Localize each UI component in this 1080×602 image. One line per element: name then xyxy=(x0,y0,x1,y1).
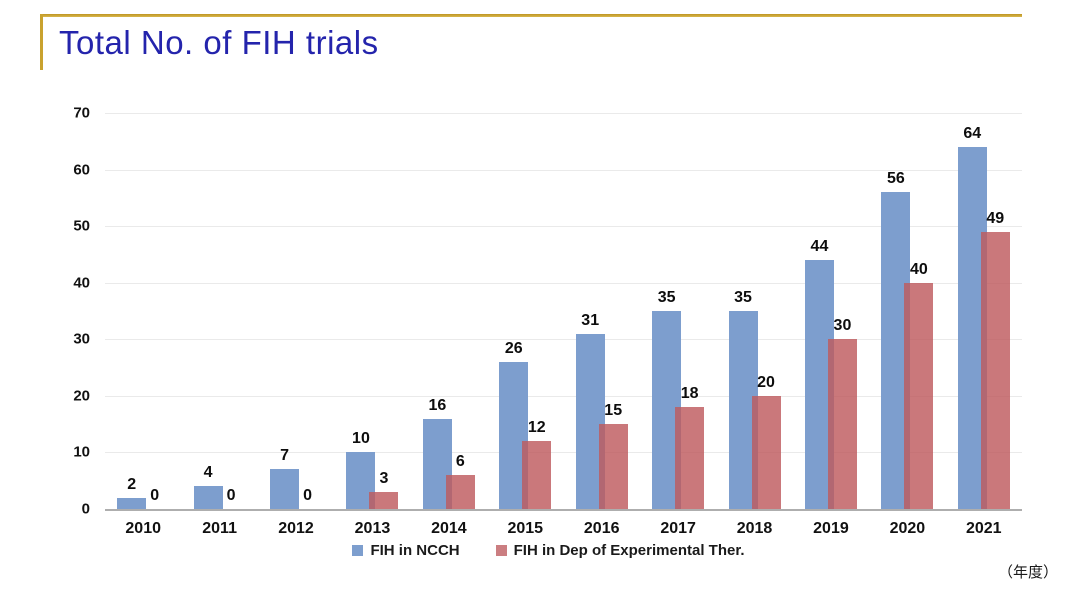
gridline-70 xyxy=(105,113,1022,114)
bar-value-dep-2021: 49 xyxy=(986,209,1005,227)
x-axis-label-2010: 2010 xyxy=(125,520,161,537)
fiscal-year-note: （年度） xyxy=(997,564,1058,581)
bar-dep-2017 xyxy=(675,407,705,509)
bar-value-ncch-2018: 35 xyxy=(734,289,752,306)
x-axis-label-2011: 2011 xyxy=(202,520,237,537)
y-axis-tick-60: 60 xyxy=(73,161,90,179)
bar-dep-2018 xyxy=(751,395,781,509)
bar-value-ncch-2011: 4 xyxy=(203,464,213,482)
bar-value-ncch-2010: 2 xyxy=(127,475,137,493)
bar-dep-2020 xyxy=(904,282,934,509)
bar-value-dep-2020: 40 xyxy=(909,260,928,278)
y-axis-tick-20: 20 xyxy=(73,387,90,405)
y-axis-tick-70: 70 xyxy=(73,104,90,122)
bar-value-dep-2017: 18 xyxy=(680,385,699,403)
gridline-30 xyxy=(105,339,1022,341)
bar-group-2013: 10 3 2013 xyxy=(334,113,410,537)
bar-group-2017: 35 18 2017 xyxy=(640,113,716,537)
legend: FIH in NCCH FIH in Dep of Experimental T… xyxy=(105,542,1022,559)
bar-value-dep-2018: 20 xyxy=(757,373,775,391)
legend-item-fih-ncch: FIH in NCCH xyxy=(352,542,460,559)
page-title: Total No. of FIH trials xyxy=(59,24,379,61)
bar-value-dep-2013: 3 xyxy=(379,470,389,488)
bar-dep-2019 xyxy=(827,339,857,509)
x-axis-label-2014: 2014 xyxy=(431,520,467,537)
bar-group-2018: 35 20 2018 xyxy=(716,113,792,537)
y-axis-tick-0: 0 xyxy=(81,500,90,518)
bar-dep-2016 xyxy=(598,424,628,509)
legend-label-fih-ncch: FIH in NCCH xyxy=(370,542,460,559)
bar-dep-2015 xyxy=(522,441,552,509)
gold-title-accent xyxy=(40,14,43,70)
bar-ncch-2010 xyxy=(117,497,147,509)
bar-value-dep-2012: 0 xyxy=(303,487,312,504)
legend-label-fih-dep: FIH in Dep of Experimental Ther. xyxy=(513,542,745,559)
bar-value-ncch-2020: 56 xyxy=(886,170,905,188)
gridline-10 xyxy=(105,452,1022,454)
bar-group-2016: 31 15 2016 xyxy=(564,113,640,537)
bar-value-ncch-2016: 31 xyxy=(581,311,600,329)
x-axis-label-2015: 2015 xyxy=(507,520,544,537)
y-axis-tick-40: 40 xyxy=(73,274,90,292)
gold-top-rule xyxy=(40,14,1022,17)
bar-group-2011: 4 0 2011 xyxy=(181,113,257,537)
gridline-50 xyxy=(105,226,1022,228)
bar-value-dep-2015: 12 xyxy=(527,419,546,437)
bar-dep-2021 xyxy=(980,231,1010,509)
plot-area: 0 10 20 30 40 50 60 70 2 0 2010 4 0 2011 7 0 2012 10 3 2013… xyxy=(73,105,1022,537)
bar-value-ncch-2014: 16 xyxy=(428,396,447,414)
bar-value-ncch-2021: 64 xyxy=(963,124,982,142)
bar-group-2010: 2 0 2010 xyxy=(105,113,181,537)
x-axis-label-2021: 2021 xyxy=(965,520,1002,537)
bar-group-2021: 64 49 2021 xyxy=(946,113,1022,537)
bar-dep-2014 xyxy=(445,475,475,509)
gridline-40 xyxy=(105,282,1022,284)
bar-group-2012: 7 0 2012 xyxy=(258,113,334,537)
bar-value-dep-2010: 0 xyxy=(150,487,160,504)
bar-group-2015: 26 12 2015 xyxy=(487,113,563,537)
bar-group-2020: 56 40 2020 xyxy=(869,113,945,537)
y-axis-tick-50: 50 xyxy=(73,217,90,235)
bar-value-ncch-2013: 10 xyxy=(352,430,370,448)
bar-value-dep-2016: 15 xyxy=(604,402,623,420)
bar-ncch-2012 xyxy=(270,469,300,509)
x-axis-label-2018: 2018 xyxy=(736,520,773,537)
bar-value-ncch-2019: 44 xyxy=(810,238,829,256)
x-axis-label-2020: 2020 xyxy=(889,520,926,537)
bar-value-ncch-2012: 7 xyxy=(280,447,289,465)
y-axis-tick-30: 30 xyxy=(73,330,90,348)
bar-value-dep-2011: 0 xyxy=(226,487,236,504)
bar-dep-2013 xyxy=(369,492,399,509)
legend-item-fih-dep: FIH in Dep of Experimental Ther. xyxy=(495,542,745,559)
bar-value-dep-2014: 6 xyxy=(455,453,465,471)
legend-swatch-blue xyxy=(352,545,364,556)
legend-swatch-red xyxy=(495,545,507,556)
gridline-60 xyxy=(105,169,1022,171)
x-axis-label-2017: 2017 xyxy=(660,520,696,537)
bar-group-2014: 16 6 2014 xyxy=(411,113,487,537)
x-axis-label-2019: 2019 xyxy=(813,520,849,537)
bar-ncch-2011 xyxy=(193,486,223,509)
y-axis-tick-10: 10 xyxy=(73,443,90,461)
bar-value-ncch-2017: 35 xyxy=(657,289,676,306)
bar-value-dep-2019: 30 xyxy=(833,317,852,335)
x-axis-label-2013: 2013 xyxy=(354,520,391,537)
bar-value-ncch-2015: 26 xyxy=(504,339,523,357)
gridline-20 xyxy=(105,395,1022,397)
x-axis-label-2012: 2012 xyxy=(278,520,314,537)
bar-group-2019: 44 30 2019 xyxy=(793,113,869,537)
x-axis-label-2016: 2016 xyxy=(583,520,620,537)
